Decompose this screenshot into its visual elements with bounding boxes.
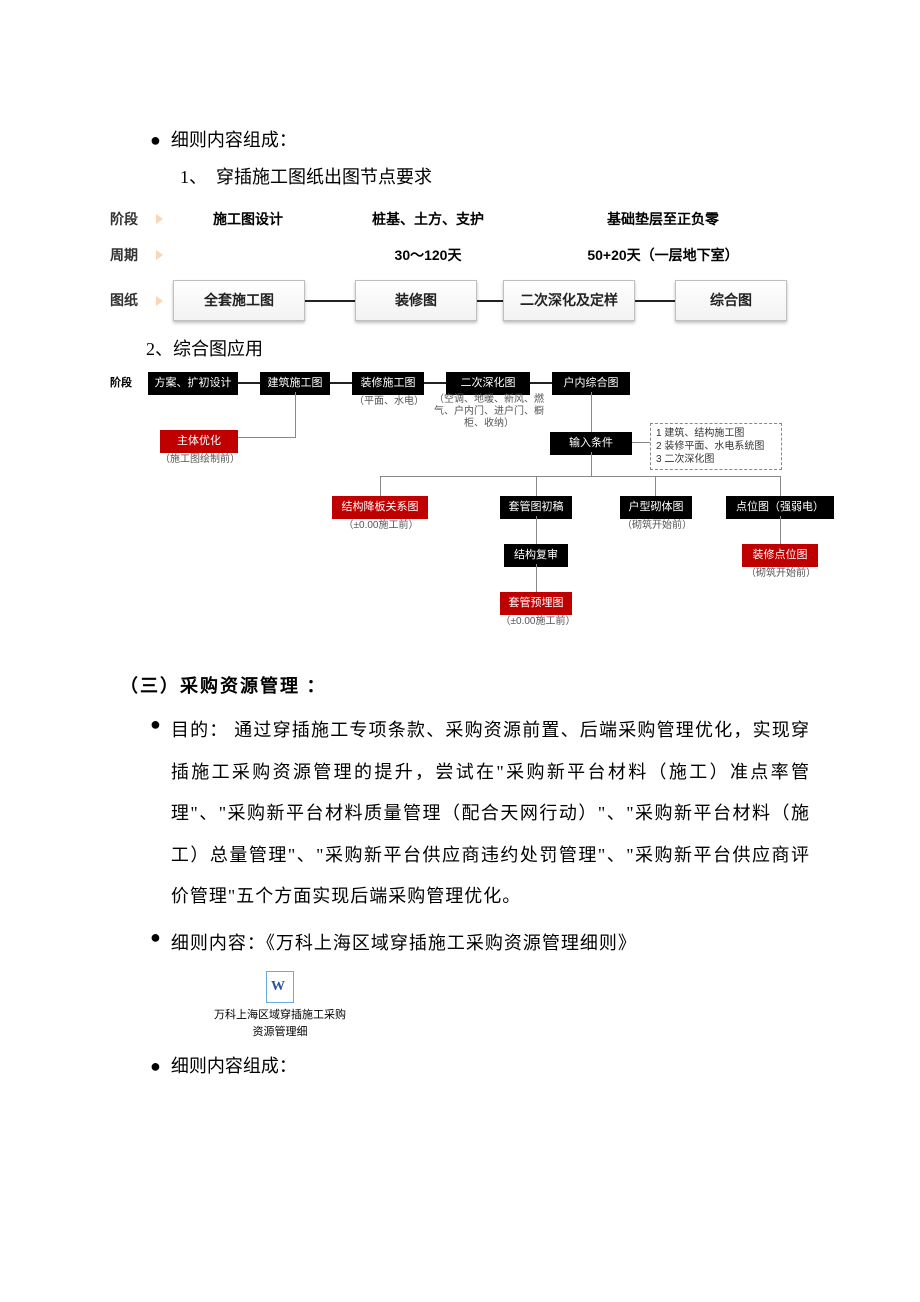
- bullet-text: 细则内容组成：: [171, 126, 297, 155]
- connector-line: [635, 300, 675, 302]
- stage-col-2: 桩基、土方、支护: [323, 208, 533, 230]
- connector: [530, 382, 552, 384]
- connector: [295, 392, 296, 437]
- stage-col-3: 基础垫层至正负零: [533, 208, 793, 230]
- purpose-text: 通过穿插施工专项条款、采购资源前置、后端采购管理优化，实现穿插施工采购资源管理的…: [171, 720, 810, 906]
- bullet-dot: ●: [150, 710, 161, 917]
- connector: [536, 564, 537, 592]
- dashed-input-list: 1 建筑、结构施工图 2 装修平面、水电系统图 3 二次深化图: [650, 423, 782, 470]
- bullet-content-body: 细则内容：《万科上海区域穿插施工采购资源管理细则》: [171, 923, 637, 964]
- caption-structure-optimize: （施工图绘制前）: [150, 452, 250, 468]
- bullet-purpose-body: 目的： 通过穿插施工专项条款、采购资源前置、后端采购管理优化，实现穿插施工采购资…: [171, 710, 810, 917]
- numbered-item-1: 1、 穿插施工图纸出图节点要求: [180, 163, 810, 192]
- bullet-text: 细则内容组成：: [171, 1052, 297, 1081]
- content-text: 《万科上海区域穿插施工采购资源管理细则》: [266, 933, 637, 953]
- heading-section-3: （三）采购资源管理 ：: [120, 672, 810, 701]
- connector: [780, 516, 781, 544]
- bullet-dot: ●: [150, 126, 161, 155]
- bullet-dot: ●: [150, 923, 161, 964]
- bullet-purpose: ● 目的： 通过穿插施工专项条款、采购资源前置、后端采购管理优化，实现穿插施工采…: [150, 710, 810, 917]
- dash-line-1: 1 建筑、结构施工图: [656, 427, 776, 440]
- page: ● 细则内容组成： 1、 穿插施工图纸出图节点要求 阶段 施工图设计 桩基、土方…: [0, 0, 920, 1147]
- connector: [238, 437, 296, 438]
- box-decoration: 装修图: [355, 280, 477, 320]
- arrow-icon: [156, 250, 163, 260]
- diag1-label-period: 周期: [110, 244, 156, 266]
- diag1-label-stage: 阶段: [110, 208, 156, 230]
- connector: [536, 476, 537, 496]
- diag1-row-period: 周期 30～120天 50+20天（一层地下室）: [110, 244, 810, 266]
- caption-top3: （平面、水电）: [346, 394, 432, 410]
- caption-masonry: （砌筑开始前）: [616, 518, 698, 534]
- bullet-dot: ●: [150, 1052, 161, 1081]
- attachment[interactable]: 万科上海区域穿插施工采购资源管理细: [210, 971, 350, 1042]
- connector: [591, 452, 592, 476]
- caption-top4: （空调、地暖、新风、燃气、户内门、进户门、橱柜、收纳）: [430, 394, 548, 430]
- dash-line-2: 2 装修平面、水电系统图: [656, 440, 776, 453]
- diag1-row-stage: 阶段 施工图设计 桩基、土方、支护 基础垫层至正负零: [110, 208, 810, 230]
- connector-line: [305, 300, 355, 302]
- numbered-item-2: 2、综合图应用: [146, 335, 810, 364]
- node-decoration-drawing: 装修施工图: [352, 372, 424, 396]
- connector: [424, 382, 446, 384]
- node-structure-optimize: 主体优化: [160, 430, 238, 454]
- caption-sleeve-embed: （±0.00施工前）: [488, 614, 588, 630]
- box-composite: 综合图: [675, 280, 787, 320]
- connector: [655, 476, 656, 496]
- node-decoration-point: 装修点位图: [742, 544, 818, 568]
- period-col-2: 30～120天: [323, 244, 533, 266]
- connector-line: [477, 300, 503, 302]
- diag1-row-drawing: 图纸 全套施工图 装修图 二次深化及定样 综合图: [110, 280, 810, 320]
- bullet-content: ● 细则内容：《万科上海区域穿插施工采购资源管理细则》: [150, 923, 810, 964]
- content-label: 细则内容：: [171, 933, 266, 953]
- box-full-drawing: 全套施工图: [173, 280, 305, 320]
- diagram-stage-table: 阶段 施工图设计 桩基、土方、支护 基础垫层至正负零 周期 30～120天 50…: [110, 208, 810, 321]
- arrow-icon: [156, 214, 163, 224]
- bullet-detail-compose-2: ● 细则内容组成：: [150, 1052, 810, 1081]
- box-secondary: 二次深化及定样: [503, 280, 635, 320]
- connector: [780, 476, 781, 496]
- period-col-3: 50+20天（一层地下室）: [533, 244, 793, 266]
- attachment-caption: 万科上海区域穿插施工采购资源管理细: [210, 1007, 350, 1042]
- caption-slab: （±0.00施工前）: [328, 518, 434, 534]
- connector: [632, 442, 650, 443]
- connector: [591, 392, 592, 437]
- diagram-flowchart: 阶段 方案、扩初设计 建筑施工图 装修施工图 二次深化图 户内综合图 （平面、水…: [110, 372, 810, 642]
- stage-col-1: 施工图设计: [173, 208, 323, 230]
- node-secondary-drawing: 二次深化图: [446, 372, 530, 396]
- diag1-box-row: 全套施工图 装修图 二次深化及定样 综合图: [173, 280, 810, 320]
- bullet-detail-compose: ● 细则内容组成：: [150, 126, 810, 155]
- connector: [330, 382, 352, 384]
- node-sleeve-embed: 套管预埋图: [500, 592, 572, 616]
- d2-phase-label: 阶段: [110, 375, 132, 393]
- diag1-label-drawing: 图纸: [110, 289, 156, 311]
- dash-line-3: 3 二次深化图: [656, 453, 776, 466]
- node-masonry: 户型砌体图: [620, 496, 692, 520]
- node-slab-relation: 结构降板关系图: [332, 496, 428, 520]
- caption-decoration-point: （砌筑开始前）: [736, 566, 826, 582]
- node-scheme-design: 方案、扩初设计: [148, 372, 238, 396]
- connector: [380, 476, 780, 477]
- arrow-icon: [156, 296, 163, 306]
- word-doc-icon: [266, 971, 294, 1003]
- connector: [536, 516, 537, 544]
- purpose-label: 目的：: [171, 720, 229, 740]
- connector: [380, 476, 381, 496]
- connector: [238, 382, 260, 384]
